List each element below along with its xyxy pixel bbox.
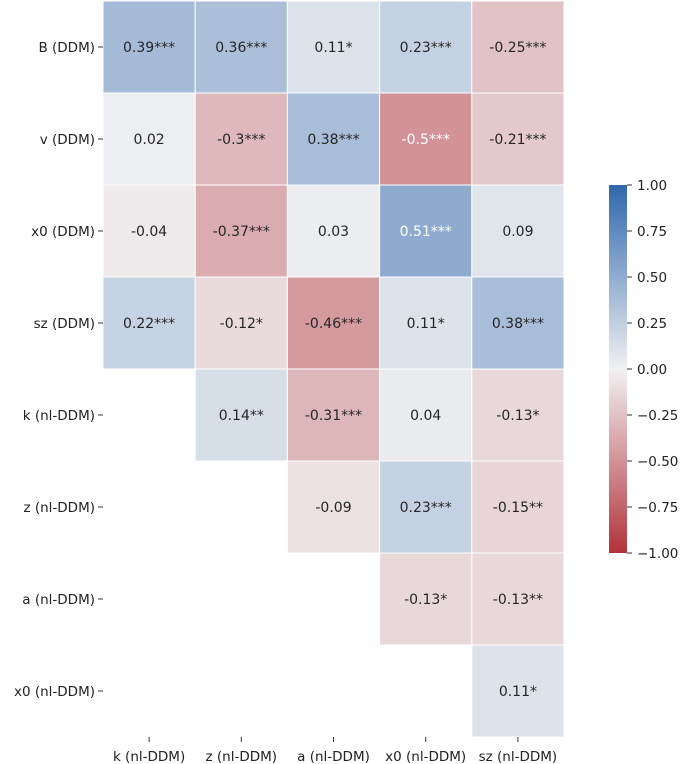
heatmap-cell [286,92,381,186]
cell-label: 0.23*** [400,500,452,516]
heatmap-cell [194,184,288,278]
cell-label: -0.04 [131,224,167,240]
cell-label: -0.12* [220,316,263,332]
cell-label: -0.13* [496,408,539,424]
cell-label: 0.11* [314,40,352,56]
heatmap-cell [379,276,473,370]
colorbar-tick-label: 0.25 [637,316,667,332]
heatmap-cell [286,460,381,554]
x-tick-label: x0 (nl-DDM) [385,749,466,764]
heatmap-cell [379,552,473,646]
colorbar-tick-label: 0.50 [637,270,667,286]
y-tick-label: x0 (DDM) [31,224,95,240]
cell-label: -0.09 [315,500,351,516]
heatmap-cell [286,368,381,462]
heatmap-cell [286,0,381,94]
heatmap-cell [102,0,196,94]
colorbar-tick-label: −0.75 [637,500,678,516]
heatmap-cell [379,0,473,94]
y-tick-label: x0 (nl-DDM) [14,684,95,700]
cell-label: 0.39*** [123,40,175,56]
cell-label: 0.04 [410,408,441,424]
y-tick-label: B (DDM) [38,40,95,56]
cell-label: 0.09 [502,224,533,240]
cell-label: -0.21*** [489,132,546,148]
heatmap-cell [194,276,288,370]
cell-label: -0.5*** [402,132,450,148]
heatmap-cell [471,184,565,278]
colorbar-tick-label: 0.75 [637,224,667,240]
cell-label: -0.46*** [305,316,362,332]
heatmap-cell [471,276,565,370]
cell-label: 0.22*** [123,316,175,332]
heatmap-cell [286,276,381,370]
heatmap-cell [194,368,288,462]
y-tick-label: v (DDM) [40,132,95,148]
heatmap-cell [379,184,473,278]
cell-label: -0.37*** [213,224,270,240]
cell-label: 0.14** [219,408,264,424]
heatmap-cell [471,0,565,94]
cell-label: 0.36*** [215,40,267,56]
colorbar-tick-label: 0.00 [637,362,667,378]
cell-label: -0.13* [404,592,447,608]
cell-label: 0.38*** [307,132,359,148]
heatmap-cell [286,184,381,278]
cell-label: 0.02 [134,132,165,148]
cell-label: 0.11* [499,684,537,700]
heatmap-cell [379,368,473,462]
y-tick-label: k (nl-DDM) [23,408,95,424]
heatmap-cell [194,0,288,94]
x-tick-label: k (nl-DDM) [113,749,185,764]
cell-label: -0.13** [493,592,543,608]
colorbar-tick-label: −0.50 [637,454,678,470]
x-tick-label: sz (nl-DDM) [479,749,558,764]
colorbar-tick-label: −1.00 [637,546,678,562]
cell-label: 0.11* [407,316,445,332]
heatmap-cell [471,368,565,462]
x-tick-label: z (nl-DDM) [206,749,278,764]
cell-label: -0.3*** [217,132,265,148]
y-tick-label: z (nl-DDM) [23,500,95,516]
cell-label: 0.23*** [400,40,452,56]
cell-label: -0.25*** [489,40,546,56]
x-tick-label: a (nl-DDM) [297,749,370,764]
cell-label: 0.38*** [492,316,544,332]
heatmap-cell [471,92,565,186]
heatmap-cell [471,644,565,738]
cell-label: -0.31*** [305,408,362,424]
cell-label: 0.51*** [400,224,452,240]
cell-label: -0.15** [493,500,543,516]
y-tick-label: sz (DDM) [34,316,95,332]
colorbar-tick-label: 1.00 [637,178,667,194]
heatmap-cell [102,92,196,186]
cell-label: 0.03 [318,224,349,240]
heatmap-cell [471,460,565,554]
y-tick-label: a (nl-DDM) [22,592,95,608]
heatmap-cell [471,552,565,646]
colorbar-tick-label: −0.25 [637,408,678,424]
colorbar [609,185,627,553]
